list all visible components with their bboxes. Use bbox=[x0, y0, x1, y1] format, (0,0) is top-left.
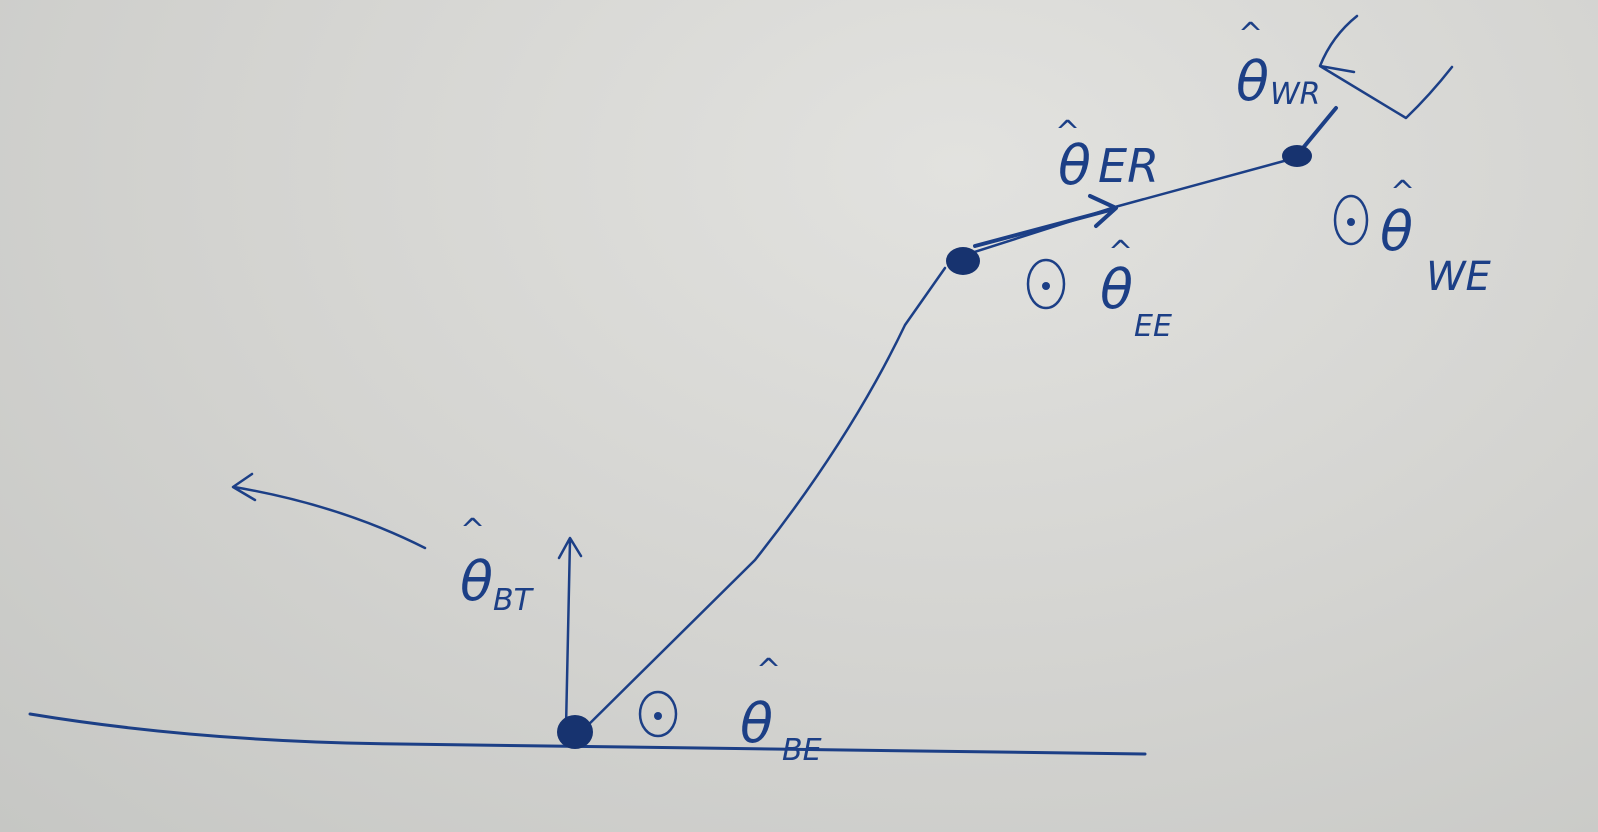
out-of-plane-marker-base bbox=[638, 690, 678, 738]
bt-vertical-arrow bbox=[557, 536, 583, 730]
bt-rotation-arrow bbox=[231, 472, 427, 550]
svg-text:^: ^ bbox=[460, 513, 485, 548]
base-joint bbox=[557, 715, 593, 749]
label-theta-bt: ^ θ BT bbox=[460, 513, 535, 618]
svg-text:θ: θ bbox=[1380, 200, 1413, 263]
svg-text:BE: BE bbox=[782, 733, 822, 768]
svg-text:θ: θ bbox=[740, 692, 773, 755]
svg-text:θ: θ bbox=[1100, 258, 1133, 321]
out-of-plane-marker-elbow bbox=[1026, 258, 1066, 310]
svg-text:WR: WR bbox=[1270, 77, 1321, 112]
svg-text:WE: WE bbox=[1426, 254, 1492, 300]
elbow-joint bbox=[946, 247, 980, 275]
out-of-plane-marker-wrist bbox=[1333, 194, 1369, 246]
upper-arm-link bbox=[573, 266, 947, 740]
svg-text:BT: BT bbox=[493, 583, 535, 618]
svg-text:^: ^ bbox=[1390, 175, 1415, 210]
svg-text:^: ^ bbox=[1238, 17, 1263, 52]
svg-text:θ: θ bbox=[1236, 50, 1269, 113]
er-arrow bbox=[973, 194, 1118, 248]
wrist-stub bbox=[1296, 106, 1338, 156]
svg-text:θ: θ bbox=[1058, 134, 1091, 197]
label-theta-be: ^ θ BE bbox=[740, 653, 822, 768]
svg-text:θ: θ bbox=[460, 550, 493, 613]
svg-text:EE: EE bbox=[1134, 309, 1172, 344]
svg-text:^: ^ bbox=[756, 653, 781, 688]
wrist-joint bbox=[1282, 145, 1312, 167]
svg-text:ER: ER bbox=[1098, 139, 1159, 193]
label-theta-er: ^ θ ER bbox=[1055, 115, 1159, 197]
ground-line bbox=[28, 712, 1147, 756]
label-theta-wr: ^ θ WR bbox=[1236, 17, 1321, 113]
gripper bbox=[1318, 14, 1454, 120]
label-theta-ee: ^ θ EE bbox=[1100, 235, 1172, 344]
svg-text:^: ^ bbox=[1055, 115, 1080, 150]
svg-text:^: ^ bbox=[1108, 235, 1133, 270]
label-theta-we: ^ θ WE bbox=[1380, 175, 1492, 300]
